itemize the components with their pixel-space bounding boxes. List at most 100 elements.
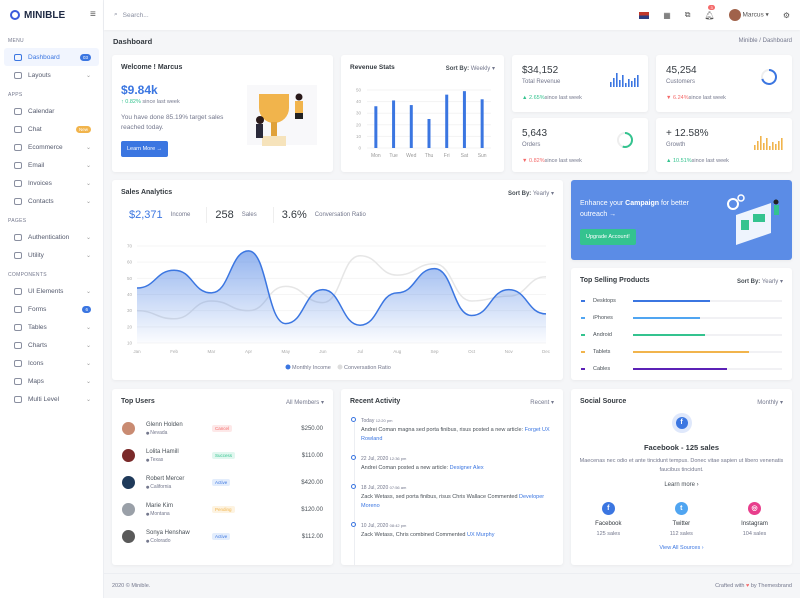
settings-gear-icon[interactable]: ⚙ bbox=[782, 10, 790, 20]
view-all-sources-link[interactable]: View All Sources › bbox=[659, 545, 704, 551]
sidebar-item-multi-level[interactable]: Multi Level ⌄ bbox=[4, 390, 99, 408]
avatar bbox=[122, 530, 135, 543]
sidebar-item-ui-elements[interactable]: UI Elements ⌄ bbox=[4, 282, 99, 300]
sidebar-item-chat[interactable]: Chat New bbox=[4, 120, 99, 138]
user-row[interactable]: Robert Mercer ⬤ California Active $420.00 bbox=[112, 469, 333, 496]
social-filter-dropdown[interactable]: Monthly ▾ bbox=[757, 400, 783, 406]
menu-item-icon bbox=[14, 71, 22, 79]
page-title: Dashboard bbox=[113, 37, 153, 46]
x-tick-label: Sun bbox=[478, 153, 487, 159]
user-row[interactable]: Sonya Henshaw ⬤ Colorado Active $112.00 bbox=[112, 523, 333, 550]
members-filter-dropdown[interactable]: All Members ▾ bbox=[285, 400, 324, 406]
sidebar-item-forms[interactable]: Forms 6 bbox=[4, 300, 99, 318]
progress-track bbox=[633, 299, 782, 302]
social-source-instagram[interactable]: ◎ Instagram 104 sales bbox=[741, 502, 768, 537]
learn-more-link[interactable]: Learn more › bbox=[664, 482, 699, 488]
search-box[interactable]: ⌕ Search... bbox=[114, 11, 639, 19]
revenue-title: Revenue Stats bbox=[350, 64, 395, 71]
chevron-down-icon: ⌄ bbox=[85, 324, 91, 331]
sidebar-item-charts[interactable]: Charts ⌄ bbox=[4, 336, 99, 354]
recent-activity-card: Recent Activity Recent ▾ Today 12:20 pm A… bbox=[341, 389, 563, 565]
status-badge: Success bbox=[212, 452, 236, 459]
breadcrumb: Minible / Dashboard bbox=[738, 38, 792, 44]
user-amount: $112.00 bbox=[301, 533, 323, 540]
upgrade-account-button[interactable]: Upgrade Account! bbox=[580, 229, 636, 245]
mini-bar bbox=[637, 75, 639, 87]
map-pin-icon: ⬤ bbox=[146, 430, 151, 435]
nav-section-title: APPS bbox=[8, 92, 23, 98]
social-source-facebook[interactable]: f Facebook 125 sales bbox=[595, 502, 621, 537]
user-menu[interactable]: Marcus ▾ bbox=[728, 9, 769, 21]
bar bbox=[427, 119, 431, 148]
menu-item-icon bbox=[14, 107, 22, 115]
stat-card: 5,643 Orders ▼ 0.82%since last week bbox=[512, 118, 648, 172]
sidebar-item-dashboard[interactable]: Dashboard 03 bbox=[4, 48, 99, 66]
avatar bbox=[728, 9, 741, 21]
stat-card: 45,254 Customers ▼ 6.24%since last week bbox=[656, 55, 792, 112]
mini-bar bbox=[613, 78, 615, 87]
badge: New bbox=[75, 125, 91, 133]
sidebar-item-icons[interactable]: Icons ⌄ bbox=[4, 354, 99, 372]
sidebar-item-layouts[interactable]: Layouts ⌄ bbox=[4, 66, 99, 84]
sidebar-item-email[interactable]: Email ⌄ bbox=[4, 156, 99, 174]
mini-bar bbox=[628, 79, 630, 87]
welcome-card: Welcome ! Marcus $9.84k ↑ 0.82% since la… bbox=[112, 55, 333, 172]
activity-link[interactable]: Designer Alex bbox=[449, 465, 484, 471]
user-row[interactable]: Marie Kim ⬤ Montana Pending $120.00 bbox=[112, 496, 333, 523]
sidebar-item-utility[interactable]: Utility ⌄ bbox=[4, 246, 99, 264]
mini-bar bbox=[622, 75, 624, 87]
top-selling-card: Top Selling Products Sort By: Yearly ▾ D… bbox=[571, 268, 792, 380]
revenue-sort-dropdown[interactable]: Sort By: Weekly ▾ bbox=[445, 66, 495, 72]
apps-grid-icon[interactable]: ▦ bbox=[663, 10, 671, 20]
user-row[interactable]: Glenn Holden ⬤ Nevada Cancel $250.00 bbox=[112, 415, 333, 442]
mini-bar bbox=[760, 136, 762, 150]
analytics-sort-dropdown[interactable]: Sort By: Yearly ▾ bbox=[507, 191, 554, 197]
language-flag-icon[interactable] bbox=[639, 11, 650, 19]
stat-change: 0.82% bbox=[528, 158, 545, 164]
twitter-icon: t bbox=[674, 502, 688, 515]
user-name: Marie Kim bbox=[146, 502, 174, 509]
sidebar-item-invoices[interactable]: Invoices ⌄ bbox=[4, 174, 99, 192]
sidebar-item-tables[interactable]: Tables ⌄ bbox=[4, 318, 99, 336]
sidebar-item-calendar[interactable]: Calendar bbox=[4, 102, 99, 120]
fullscreen-icon[interactable]: ⧉ bbox=[684, 10, 691, 19]
revenue-bar-chart: 0 10 20 30 40 50 Mon Tue Wed Thu Fri Sat Sun bbox=[356, 88, 491, 159]
chevron-down-icon: ⌄ bbox=[85, 234, 91, 241]
sidebar-item-ecommerce[interactable]: Ecommerce ⌄ bbox=[4, 138, 99, 156]
stat-value: + 12.58% bbox=[666, 128, 709, 139]
activity-link[interactable]: UX Murphy bbox=[466, 532, 495, 538]
user-row[interactable]: Lolita Hamill ⬤ Texas Success $110.00 bbox=[112, 442, 333, 469]
social-source-twitter[interactable]: t Twitter 112 sales bbox=[670, 502, 693, 537]
menu-toggle-icon[interactable]: ≡ bbox=[90, 9, 96, 20]
campaign-text: Enhance your Campaign for better outreac… bbox=[580, 200, 689, 218]
user-name: Glenn Holden bbox=[146, 421, 183, 428]
nav-section-title: MENU bbox=[8, 38, 24, 44]
search-input[interactable]: Search... bbox=[122, 11, 149, 19]
activity-filter-dropdown[interactable]: Recent ▾ bbox=[530, 400, 554, 406]
sidebar-item-contacts[interactable]: Contacts ⌄ bbox=[4, 192, 99, 210]
product-row: iPhones bbox=[571, 309, 792, 326]
bar bbox=[462, 91, 466, 148]
top-selling-sort-dropdown[interactable]: Sort By: Yearly ▾ bbox=[736, 279, 783, 285]
timeline-dot-icon bbox=[351, 417, 356, 422]
instagram-icon: ◎ bbox=[748, 502, 761, 515]
activity-link[interactable]: Forget UX Rowland bbox=[361, 427, 550, 442]
activity-link[interactable]: Developer Moreno bbox=[361, 494, 545, 509]
menu-item-icon bbox=[14, 53, 22, 61]
activity-item: 10 Jul, 2020 08:42 pm Zack Wetass, Chris … bbox=[341, 521, 555, 540]
sidebar-item-maps[interactable]: Maps ⌄ bbox=[4, 372, 99, 390]
sidebar-item-authentication[interactable]: Authentication ⌄ bbox=[4, 228, 99, 246]
bullet-icon bbox=[581, 350, 585, 353]
menu-item-icon bbox=[14, 251, 22, 259]
notification-count: 3 bbox=[708, 4, 715, 10]
progress-ring bbox=[761, 69, 777, 85]
x-tick-label: Jul bbox=[357, 349, 363, 354]
mini-chart bbox=[617, 132, 633, 148]
legend-marker bbox=[337, 364, 343, 370]
user-name: Lolita Hamill bbox=[146, 448, 179, 455]
logo[interactable]: MINIBLE bbox=[0, 0, 103, 30]
learn-more-button[interactable]: Learn More → bbox=[121, 141, 169, 157]
mini-bar bbox=[769, 146, 771, 150]
notifications-bell-icon[interactable]: 🔔︎ 3 bbox=[704, 4, 715, 20]
x-tick-label: Oct bbox=[468, 349, 476, 354]
